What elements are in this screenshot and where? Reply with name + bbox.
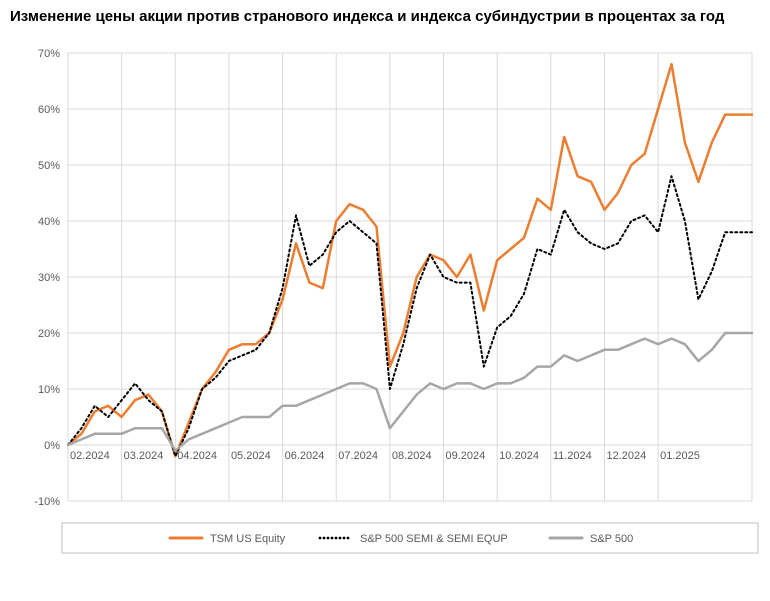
y-tick-label: 20% [38,328,60,340]
x-tick-label: 03.2024 [124,450,164,462]
x-tick-label: 08.2024 [392,450,432,462]
x-tick-label: 07.2024 [338,450,378,462]
y-tick-label: 50% [38,160,60,172]
y-tick-label: 0% [44,440,60,452]
x-tick-label: 05.2024 [231,450,271,462]
x-tick-label: 12.2024 [606,450,646,462]
y-tick-label: -10% [34,496,60,508]
x-tick-label: 04.2024 [177,450,217,462]
y-tick-label: 10% [38,384,60,396]
y-tick-label: 40% [38,216,60,228]
x-tick-label: 10.2024 [499,450,539,462]
x-tick-label: 01.2025 [660,450,700,462]
y-tick-label: 30% [38,272,60,284]
y-tick-label: 70% [38,48,60,60]
x-tick-label: 02.2024 [70,450,110,462]
chart-title: Изменение цены акции против странового и… [10,8,750,27]
x-tick-label: 09.2024 [446,450,486,462]
y-tick-label: 60% [38,104,60,116]
legend-label: S&P 500 [590,533,633,545]
legend-label: TSM US Equity [210,533,286,545]
line-chart: -10% 0% 10% 20% 30% 40% 50% 60% 70% 02.2024 03.202… [10,41,760,571]
x-tick-label: 11.2024 [553,450,592,462]
legend-label: S&P 500 SEMI & SEMI EQUP [360,533,508,545]
x-tick-label: 06.2024 [285,450,325,462]
